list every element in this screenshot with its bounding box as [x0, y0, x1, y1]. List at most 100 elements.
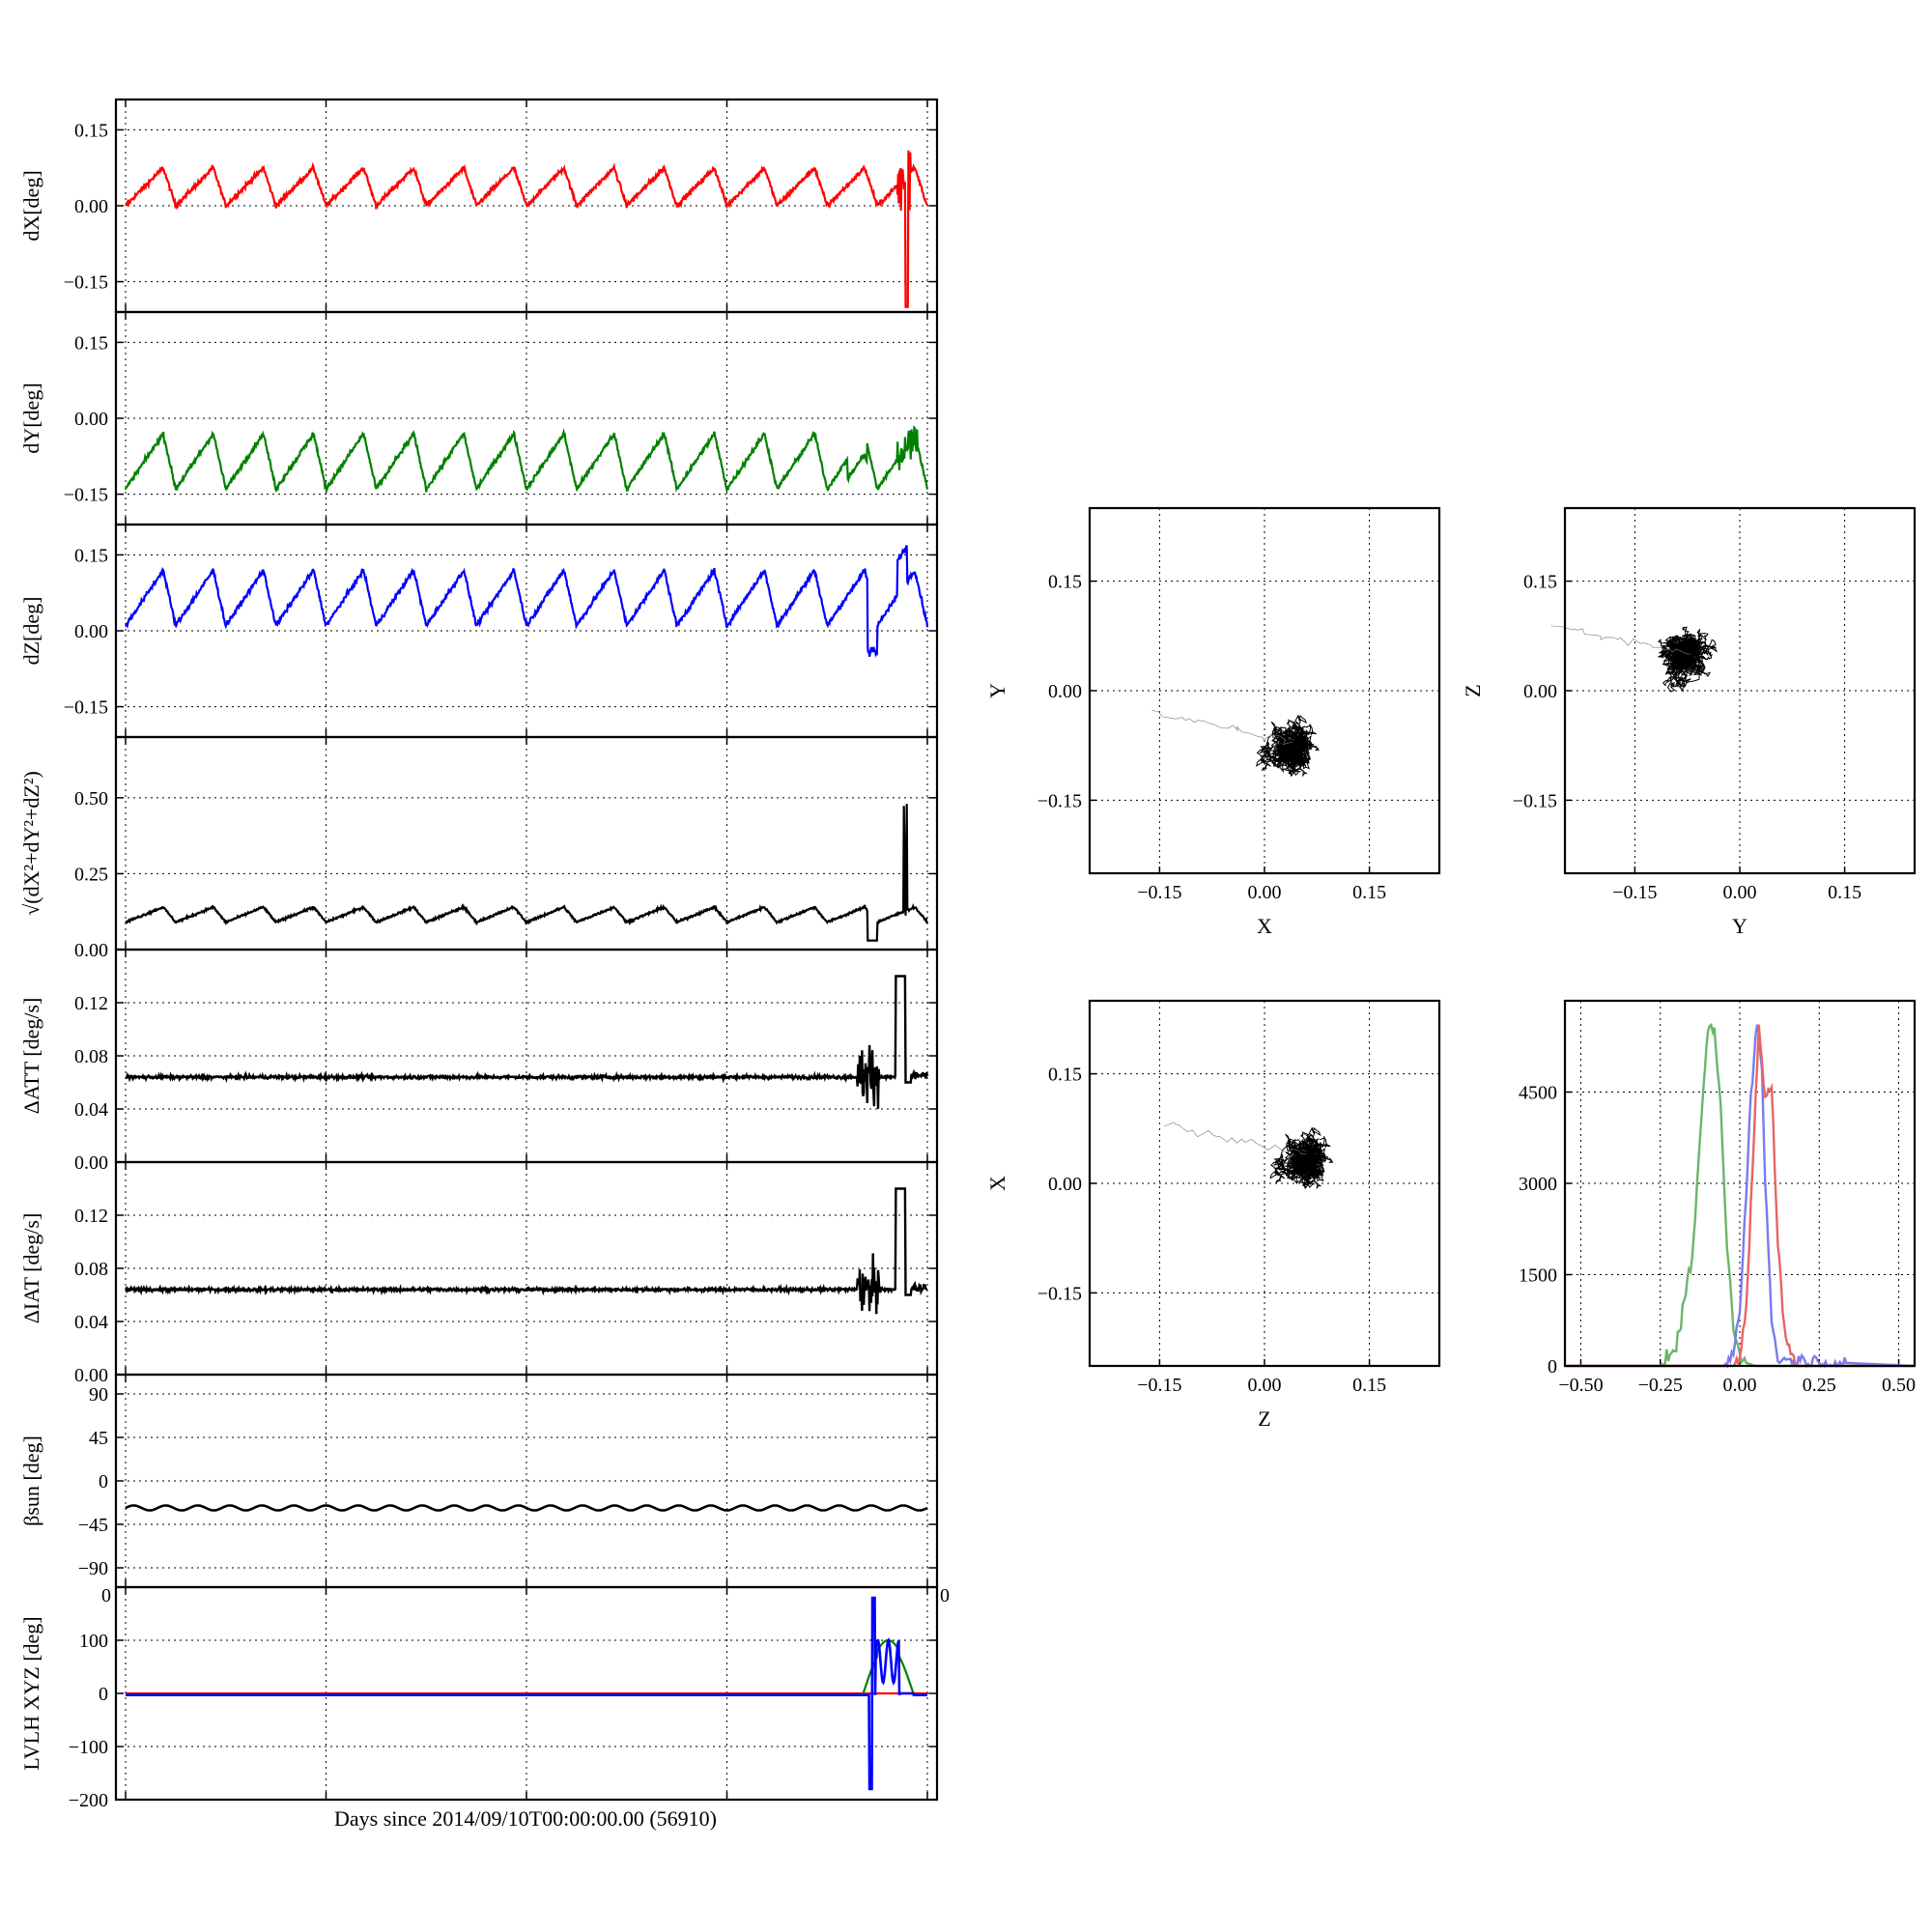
panel-frame — [1563, 506, 1917, 875]
y-axis-label: dY[deg] — [19, 383, 43, 453]
x-axis-label: Days since 2014/09/10T00:00:00.00 (56910… — [334, 1806, 717, 1831]
y-axis-label: √(dX²+dY²+dZ²) — [19, 771, 43, 916]
x-axis-label: Y — [1732, 914, 1747, 938]
panel-frame — [1088, 506, 1441, 875]
beta-series-line — [125, 1504, 928, 1512]
y-tick-label: 0.15 — [1523, 572, 1557, 593]
scatter-tail — [1163, 1122, 1307, 1155]
y-tick-label: 0.04 — [74, 1099, 108, 1121]
y-tick-label: −90 — [78, 1558, 108, 1579]
y-axis-label: dX[deg] — [19, 170, 43, 241]
y-tick-label: 90 — [89, 1384, 108, 1406]
x-tick-label: 0.00 — [1723, 1375, 1757, 1396]
y-tick-label: 0.00 — [1048, 681, 1082, 702]
y-axis-label: dZ[deg] — [19, 597, 43, 666]
y-tick-label: 0.15 — [74, 545, 108, 566]
x-tick-label: 0.25 — [1803, 1375, 1836, 1396]
panel-frame — [1563, 999, 1917, 1368]
y-tick-label: 0.25 — [74, 864, 108, 885]
y-tick-label: 0.00 — [74, 409, 108, 430]
y-tick-label: 0.04 — [74, 1312, 108, 1333]
scatter-tail — [1551, 624, 1691, 655]
y-tick-label: −0.15 — [64, 485, 108, 506]
x-tick-label: −0.25 — [1638, 1375, 1683, 1396]
y-tick-label: 0.00 — [74, 1365, 108, 1386]
y-axis-label: Z — [1461, 684, 1485, 696]
y-tick-label: −0.15 — [1513, 790, 1557, 811]
datt-series-line — [125, 975, 929, 1109]
x-tick-label: −0.15 — [1137, 882, 1181, 903]
y-tick-label: 0.12 — [74, 1206, 108, 1227]
y-tick-label: 0.15 — [74, 120, 108, 141]
y-tick-label: 0.00 — [1523, 681, 1557, 702]
hist-series-1 — [1565, 1024, 1916, 1369]
y-tick-label: −0.15 — [1037, 790, 1082, 811]
x-axis-label: X — [1257, 914, 1272, 938]
y-tick-label: 0.00 — [74, 621, 108, 642]
diat-series-line — [125, 1187, 928, 1315]
y-tick-label: −0.15 — [1037, 1283, 1082, 1304]
x-tick-label: 0.00 — [1248, 1375, 1282, 1396]
panel-beta: 90 45 0 −45 −90 βsun [deg] — [19, 1373, 939, 1589]
y-tick-label: 0 — [1548, 1356, 1557, 1378]
scatter-trace — [1256, 714, 1320, 778]
panel-dy: 0.15 0.00 −0.15 dY[deg] — [19, 310, 939, 526]
x-tick-label: −0.15 — [1612, 882, 1657, 903]
y-tick-label: 0.12 — [74, 993, 108, 1014]
panel-frame — [114, 1585, 939, 1802]
norm-series-line — [125, 804, 929, 942]
panel-datt: 0.12 0.08 0.04 0.00 ΔATT [deg/s] — [19, 948, 939, 1174]
x-tick-stray-right: 0 — [940, 1585, 950, 1606]
x-tick-label: 0.15 — [1828, 882, 1861, 903]
y-tick-label: 3000 — [1519, 1174, 1557, 1195]
y-tick-label: −0.15 — [64, 272, 108, 294]
x-tick-label: −0.15 — [1137, 1375, 1181, 1396]
y-tick-label: 0.00 — [1048, 1174, 1082, 1195]
y-axis-label: Y — [985, 683, 1009, 698]
panel-diat: 0.12 0.08 0.04 0.00 ΔIAT [deg/s] — [19, 1160, 939, 1386]
y-tick-label: 0.00 — [74, 196, 108, 217]
y-axis-label: X — [985, 1176, 1009, 1191]
x-axis-label: Z — [1258, 1406, 1270, 1431]
y-axis-label: βsun [deg] — [19, 1435, 43, 1526]
x-tick-stray-left: 0 — [101, 1585, 111, 1606]
y-tick-label: 0.15 — [1048, 1065, 1082, 1086]
y-tick-label: 4500 — [1519, 1083, 1557, 1104]
y-axis-label: ΔATT [deg/s] — [19, 998, 43, 1115]
y-tick-label: 0 — [99, 1684, 108, 1705]
y-tick-label: 0.00 — [74, 940, 108, 961]
y-tick-label: 0.50 — [74, 788, 108, 810]
x-tick-label: 0.00 — [1248, 882, 1282, 903]
panel-scatter_zx: −0.15 0.00 0.15 −0.15 0.00 0.15 Z X — [985, 999, 1441, 1431]
lvlh-z-series-line — [126, 1596, 927, 1791]
panel-scatter_xy: −0.15 0.00 0.15 −0.15 0.00 0.15 X Y — [985, 506, 1441, 938]
dy-series-line — [124, 425, 929, 494]
y-tick-label: 0.00 — [74, 1152, 108, 1174]
y-tick-label: 0.15 — [74, 332, 108, 354]
x-tick-label: 0.15 — [1352, 1375, 1386, 1396]
panel-hist: −0.50 −0.25 0.00 0.25 0.50 4500 3000 1500 0 — [1519, 999, 1917, 1396]
panel-scatter_yz: −0.15 0.00 0.15 −0.15 0.00 0.15 Y Z — [1461, 506, 1917, 938]
panel-norm: 0.50 0.25 0.00 √(dX²+dY²+dZ²) — [19, 735, 939, 961]
dx-series-line — [125, 150, 929, 308]
y-tick-label: 1500 — [1519, 1265, 1557, 1287]
y-axis-label: ΔIAT [deg/s] — [19, 1213, 43, 1324]
y-tick-label: −100 — [69, 1737, 108, 1758]
panel-frame — [1088, 999, 1441, 1368]
y-tick-label: 0 — [99, 1471, 108, 1492]
y-tick-label: 0.08 — [74, 1259, 108, 1280]
scatter-trace — [1657, 626, 1718, 693]
y-tick-label: −200 — [69, 1790, 108, 1811]
y-tick-label: 100 — [79, 1631, 108, 1652]
dz-series-line — [124, 545, 929, 658]
x-tick-label: 0.00 — [1723, 882, 1757, 903]
y-axis-label: LVLH XYZ [deg] — [19, 1616, 43, 1770]
scatter-trace — [1269, 1126, 1334, 1190]
y-tick-label: 0.08 — [74, 1046, 108, 1067]
x-tick-label: 0.50 — [1882, 1375, 1916, 1396]
y-tick-label: 0.15 — [1048, 572, 1082, 593]
y-tick-label: −45 — [78, 1515, 108, 1536]
panel-lvlh: 100 0 −100 −200 LVLH XYZ [deg] — [19, 1585, 939, 1811]
panel-dz: 0.15 0.00 −0.15 dZ[deg] — [19, 523, 939, 739]
